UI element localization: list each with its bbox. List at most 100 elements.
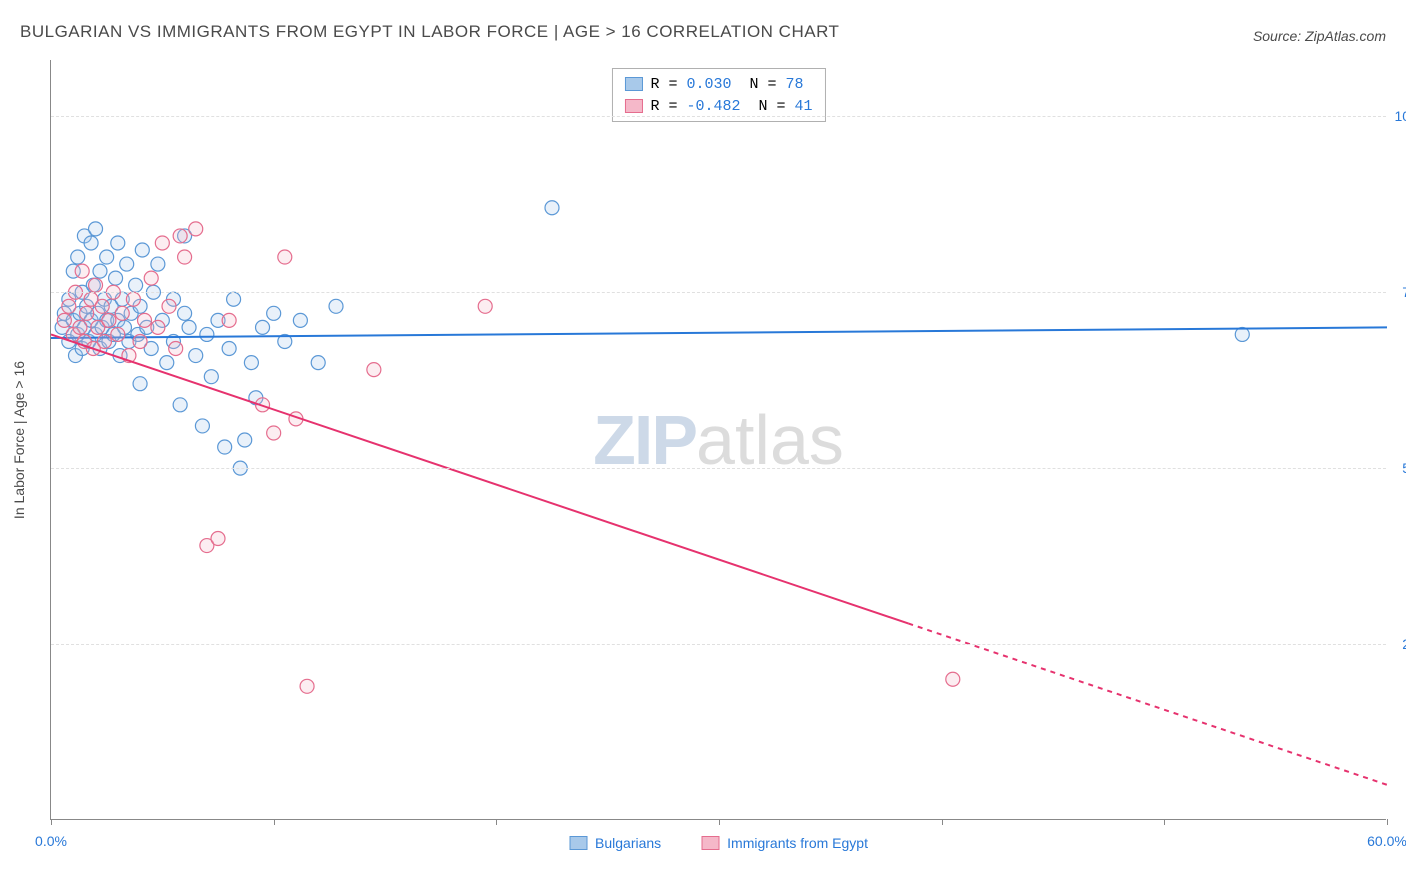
y-tick-label: 100.0%: [1390, 108, 1406, 124]
x-tick: [51, 819, 52, 825]
scatter-point: [129, 278, 143, 292]
stats-row: R = -0.482 N = 41: [624, 95, 812, 117]
scatter-point: [267, 306, 281, 320]
y-axis-label: In Labor Force | Age > 16: [11, 360, 27, 518]
scatter-point: [84, 236, 98, 250]
scatter-point: [173, 229, 187, 243]
scatter-point: [222, 313, 236, 327]
scatter-point: [138, 313, 152, 327]
scatter-point: [189, 222, 203, 236]
scatter-point: [135, 243, 149, 257]
legend-swatch: [624, 77, 642, 91]
scatter-point: [169, 342, 183, 356]
scatter-point: [89, 222, 103, 236]
chart-svg: [51, 60, 1386, 819]
scatter-point: [227, 292, 241, 306]
scatter-point: [111, 327, 125, 341]
scatter-point: [300, 679, 314, 693]
plot-area: In Labor Force | Age > 16 ZIPatlas R = 0…: [50, 60, 1386, 820]
scatter-point: [278, 250, 292, 264]
x-tick: [1387, 819, 1388, 825]
scatter-point: [57, 313, 71, 327]
scatter-point: [62, 299, 76, 313]
scatter-point: [178, 250, 192, 264]
gridline-h: [51, 644, 1386, 645]
scatter-point: [545, 201, 559, 215]
scatter-point: [311, 356, 325, 370]
stats-legend-box: R = 0.030 N = 78 R = -0.482 N = 41: [611, 68, 825, 122]
legend-item: Immigrants from Egypt: [701, 835, 868, 851]
scatter-point: [102, 313, 116, 327]
legend-item: Bulgarians: [569, 835, 661, 851]
scatter-point: [195, 419, 209, 433]
scatter-point: [189, 349, 203, 363]
scatter-point: [133, 377, 147, 391]
scatter-point: [89, 278, 103, 292]
x-tick: [942, 819, 943, 825]
scatter-point: [100, 250, 114, 264]
scatter-point: [126, 292, 140, 306]
scatter-point: [115, 306, 129, 320]
scatter-point: [946, 672, 960, 686]
source-label: Source: ZipAtlas.com: [1253, 28, 1386, 44]
scatter-point: [478, 299, 492, 313]
scatter-point: [155, 236, 169, 250]
x-tick: [496, 819, 497, 825]
y-tick-label: 25.0%: [1390, 636, 1406, 652]
x-tick: [1164, 819, 1165, 825]
scatter-point: [178, 306, 192, 320]
scatter-point: [73, 320, 87, 334]
scatter-point: [367, 363, 381, 377]
scatter-point: [75, 264, 89, 278]
legend-label: Immigrants from Egypt: [727, 835, 868, 851]
scatter-point: [293, 313, 307, 327]
scatter-point: [111, 236, 125, 250]
legend-bottom: Bulgarians Immigrants from Egypt: [569, 835, 868, 851]
stats-row: R = 0.030 N = 78: [624, 73, 812, 95]
gridline-h: [51, 292, 1386, 293]
y-tick-label: 75.0%: [1390, 284, 1406, 300]
legend-swatch: [569, 836, 587, 850]
gridline-h: [51, 116, 1386, 117]
gridline-h: [51, 468, 1386, 469]
legend-swatch: [624, 99, 642, 113]
y-tick-label: 50.0%: [1390, 460, 1406, 476]
scatter-point: [182, 320, 196, 334]
legend-label: Bulgarians: [595, 835, 661, 851]
scatter-point: [151, 320, 165, 334]
scatter-point: [151, 257, 165, 271]
legend-swatch: [701, 836, 719, 850]
regression-line-dashed: [908, 623, 1387, 784]
stats-text: R = -0.482 N = 41: [650, 98, 812, 115]
scatter-point: [218, 440, 232, 454]
scatter-point: [97, 334, 111, 348]
scatter-point: [244, 356, 258, 370]
regression-line: [51, 327, 1387, 338]
scatter-point: [222, 342, 236, 356]
scatter-point: [144, 271, 158, 285]
scatter-point: [162, 299, 176, 313]
scatter-point: [93, 264, 107, 278]
scatter-point: [204, 370, 218, 384]
regression-line: [51, 334, 908, 623]
scatter-point: [329, 299, 343, 313]
scatter-point: [160, 356, 174, 370]
scatter-point: [71, 250, 85, 264]
scatter-point: [238, 433, 252, 447]
scatter-point: [173, 398, 187, 412]
scatter-point: [133, 334, 147, 348]
x-tick-label: 0.0%: [35, 833, 67, 849]
x-tick: [274, 819, 275, 825]
scatter-point: [80, 306, 94, 320]
stats-text: R = 0.030 N = 78: [650, 76, 803, 93]
scatter-point: [200, 327, 214, 341]
scatter-point: [109, 271, 123, 285]
chart-title: BULGARIAN VS IMMIGRANTS FROM EGYPT IN LA…: [20, 22, 839, 42]
scatter-point: [256, 320, 270, 334]
scatter-point: [120, 257, 134, 271]
x-tick: [719, 819, 720, 825]
scatter-point: [267, 426, 281, 440]
scatter-point: [211, 532, 225, 546]
scatter-point: [95, 299, 109, 313]
x-tick-label: 60.0%: [1367, 833, 1406, 849]
